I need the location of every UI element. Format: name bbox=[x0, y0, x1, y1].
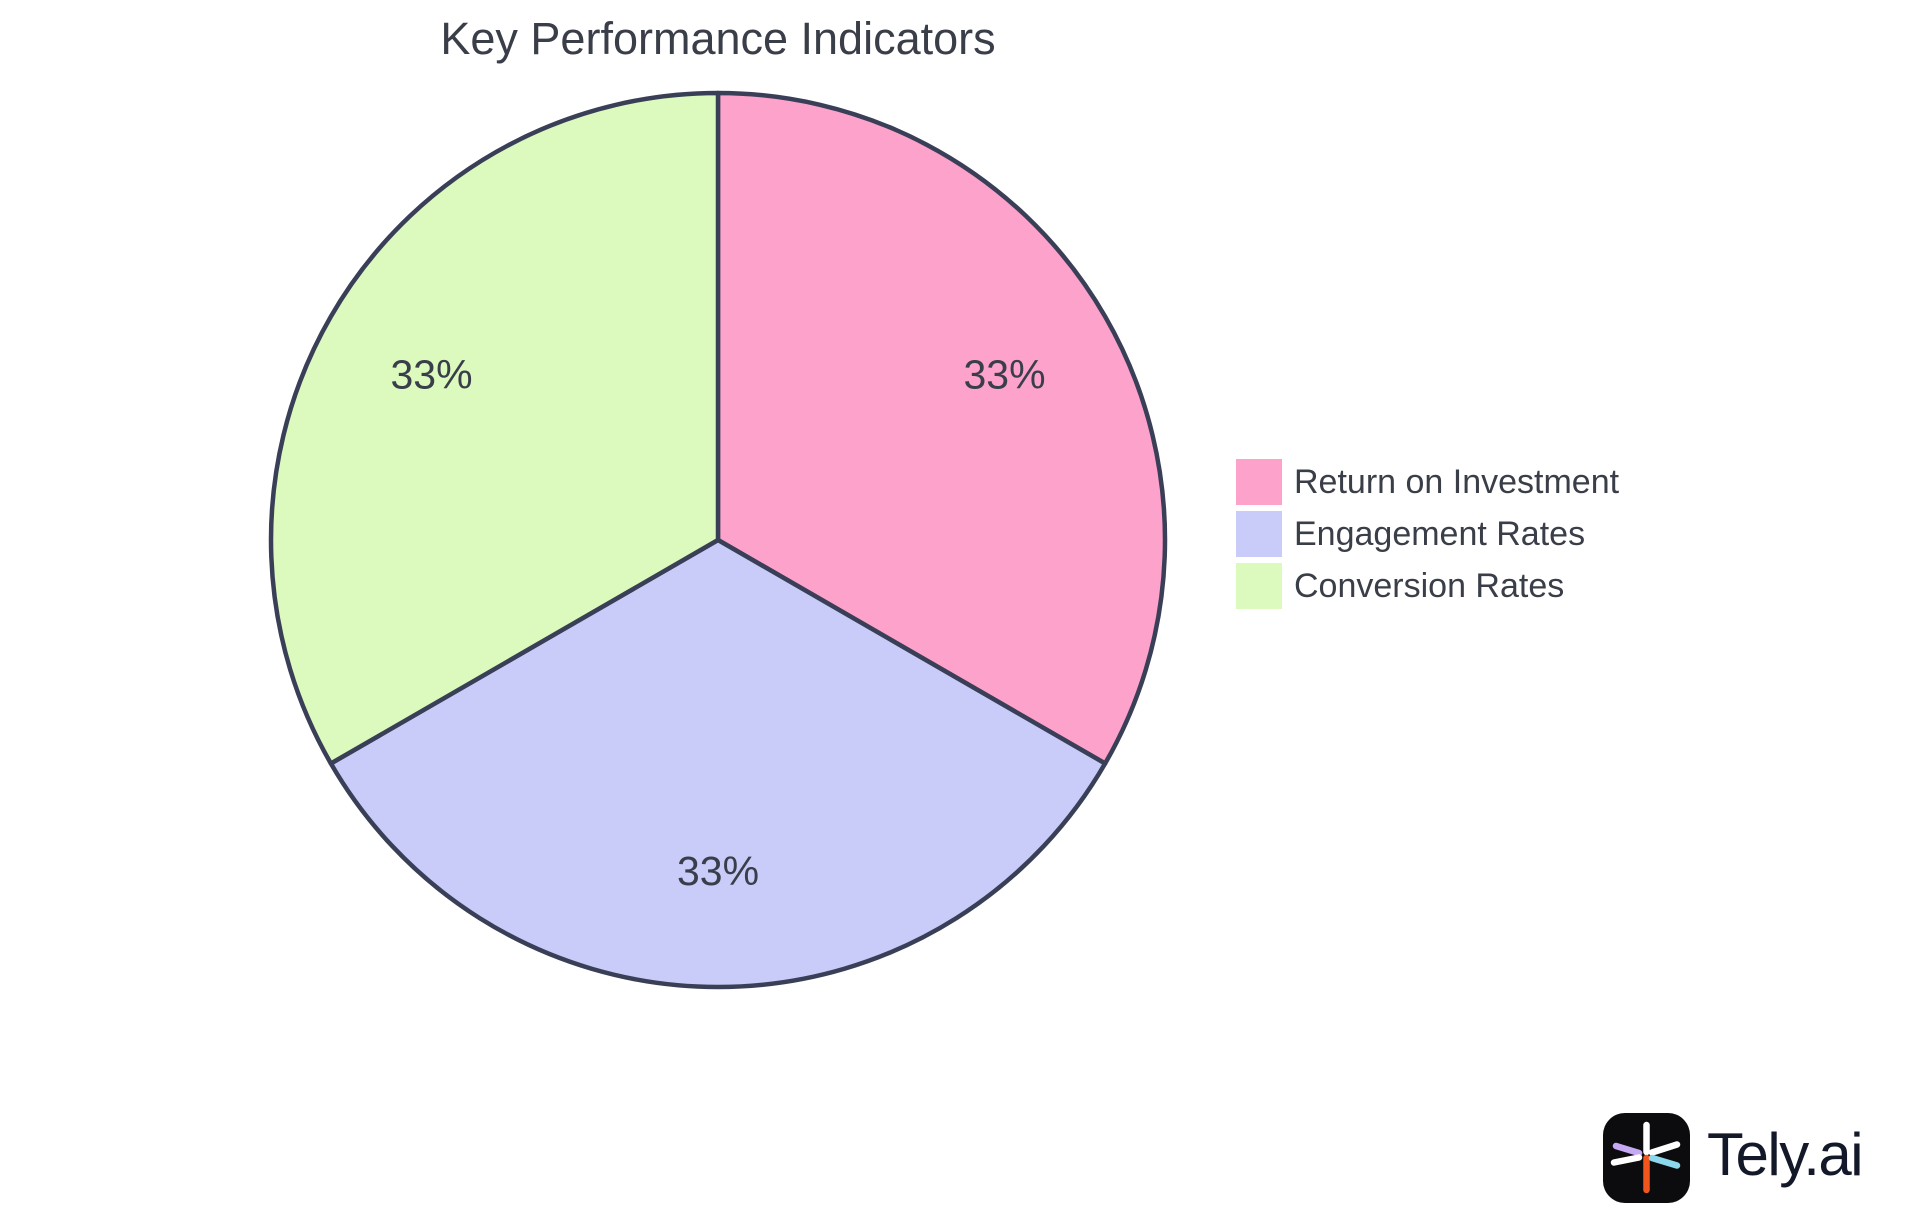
legend-item-engagement-rates[interactable]: Engagement Rates bbox=[1236, 511, 1619, 557]
legend-swatch-return-on-investment bbox=[1236, 459, 1282, 505]
logo-spoke-lower-left bbox=[1610, 1154, 1643, 1166]
pie-slice-return-on-investment[interactable] bbox=[715, 90, 1168, 766]
legend-label: Engagement Rates bbox=[1294, 514, 1586, 553]
legend-swatch-engagement-rates bbox=[1236, 511, 1282, 557]
tely-watermark[interactable]: Tely.ai bbox=[1603, 1113, 1864, 1203]
legend-label: Return on Investment bbox=[1294, 462, 1620, 501]
tely-asterisk-icon bbox=[1610, 1121, 1681, 1194]
tely-logo-text: Tely.ai bbox=[1707, 1121, 1864, 1188]
logo-spoke-upper-right bbox=[1648, 1141, 1681, 1156]
pie-slice-engagement-rates[interactable] bbox=[328, 537, 1108, 990]
legend-swatch-conversion-rates bbox=[1236, 563, 1282, 609]
chart-title: Key Performance Indicators bbox=[440, 13, 996, 64]
legend-item-return-on-investment[interactable]: Return on Investment bbox=[1236, 459, 1619, 505]
pie-slice-conversion-rates[interactable] bbox=[268, 90, 721, 766]
logo-spoke-lower-right bbox=[1648, 1154, 1681, 1169]
legend-item-conversion-rates[interactable]: Conversion Rates bbox=[1236, 563, 1619, 609]
tely-logo-icon bbox=[1603, 1113, 1690, 1203]
legend-label: Conversion Rates bbox=[1294, 566, 1565, 605]
legend: Return on Investment Engagement Rates Conv… bbox=[1236, 459, 1619, 615]
pie-slice-label-conversion-rates: 33% bbox=[390, 352, 472, 398]
logo-spoke-upper-left bbox=[1612, 1142, 1643, 1157]
pie-slice-label-engagement-rates: 33% bbox=[677, 848, 759, 894]
pie-slice-label-return-on-investment: 33% bbox=[963, 352, 1045, 398]
